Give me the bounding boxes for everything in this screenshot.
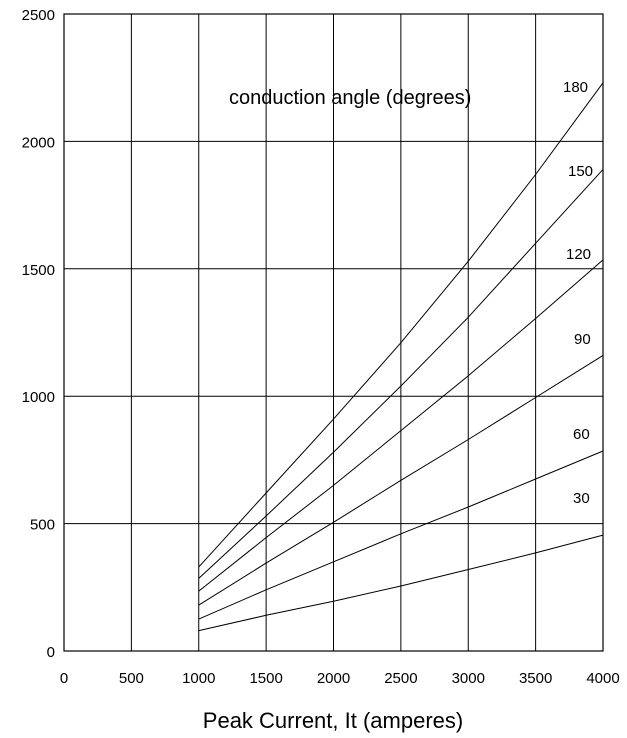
series-label-90: 90 <box>574 331 591 348</box>
y-tick-label: 2500 <box>22 7 55 24</box>
series-label-30: 30 <box>573 490 590 507</box>
series-label-120: 120 <box>566 246 591 263</box>
tick-labels: 0 500 1000 1500 2000 2500 3000 3500 4000 0 500 1000… <box>22 7 620 687</box>
x-tick-label: 0 <box>60 670 68 687</box>
series-line-30 <box>198 534 604 632</box>
series-label-180: 180 <box>563 79 588 96</box>
plot-frame <box>63 13 604 652</box>
y-tick-label: 500 <box>30 517 55 534</box>
x-tick-label: 1500 <box>249 670 282 687</box>
series-labels: 180 150 120 90 60 30 <box>563 79 593 507</box>
series-line-90 <box>198 354 604 606</box>
y-tick-label: 1000 <box>22 389 55 406</box>
x-tick-label: 4000 <box>586 670 619 687</box>
x-axis-label: Peak Current, It (amperes) <box>203 708 463 733</box>
series-label-60: 60 <box>573 426 590 443</box>
grid <box>63 13 604 652</box>
x-tick-label: 3000 <box>452 670 485 687</box>
series-lines <box>198 82 604 632</box>
x-tick-label: 500 <box>119 670 144 687</box>
series-label-150: 150 <box>568 163 593 180</box>
y-tick-label: 0 <box>47 644 55 661</box>
y-tick-label: 1500 <box>22 262 55 279</box>
annotation-text: conduction angle (degrees) <box>229 87 471 109</box>
x-tick-label: 3500 <box>519 670 552 687</box>
x-tick-label: 2500 <box>384 670 417 687</box>
series-line-180 <box>198 82 604 568</box>
x-tick-label: 1000 <box>182 670 215 687</box>
x-tick-label: 2000 <box>317 670 350 687</box>
series-line-150 <box>198 169 604 579</box>
y-tick-label: 2000 <box>22 134 55 151</box>
series-line-60 <box>198 450 604 620</box>
series-line-120 <box>198 259 604 592</box>
